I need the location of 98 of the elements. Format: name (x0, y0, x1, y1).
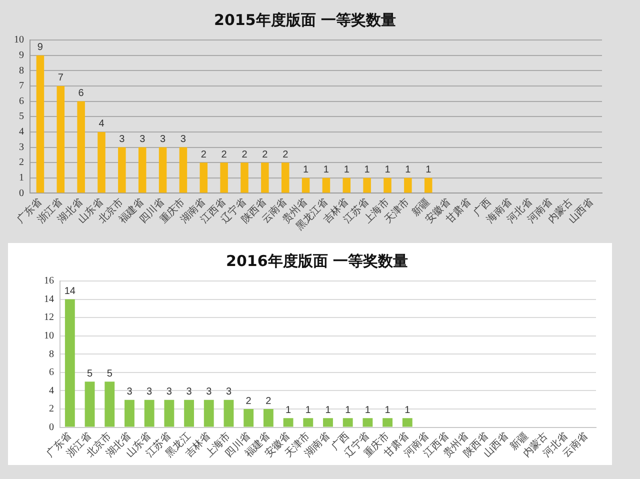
data-label: 1 (405, 164, 412, 176)
bar (302, 178, 310, 193)
y-tick-label: 10 (14, 34, 24, 46)
bar (384, 178, 392, 193)
bar (36, 55, 44, 193)
data-label: 3 (140, 134, 146, 146)
bar (77, 101, 85, 193)
y-tick-label: 10 (44, 330, 54, 342)
data-label: 1 (303, 164, 310, 176)
bar (200, 162, 208, 193)
bar (402, 418, 412, 427)
bar (164, 400, 174, 427)
bar (179, 147, 188, 193)
data-label: 3 (160, 134, 166, 146)
bar (322, 178, 330, 193)
data-label: 5 (106, 368, 113, 380)
data-label: 7 (58, 72, 64, 84)
bar (158, 147, 167, 193)
data-label: 3 (206, 386, 212, 398)
y-tick-label: 0 (49, 422, 54, 433)
bar (283, 418, 294, 427)
data-label: 3 (119, 134, 126, 146)
y-tick-label: 7 (19, 80, 24, 92)
bar (220, 162, 228, 193)
bar (281, 162, 290, 193)
data-label: 1 (404, 404, 411, 416)
bar (342, 418, 353, 427)
bar (382, 418, 393, 427)
data-label: 2 (242, 149, 248, 160)
bar (240, 162, 248, 193)
bar (144, 400, 154, 427)
bar (98, 132, 106, 193)
data-label: 1 (305, 404, 312, 416)
y-tick-label: 6 (19, 96, 24, 107)
y-tick-label: 2 (49, 404, 54, 415)
data-label: 3 (126, 386, 133, 398)
bar (303, 418, 314, 427)
y-tick-label: 9 (19, 50, 24, 61)
bar (204, 400, 214, 427)
bar (404, 178, 412, 193)
bar (124, 400, 134, 427)
bar (118, 147, 126, 193)
data-label: 9 (37, 42, 44, 54)
data-label: 1 (286, 404, 292, 416)
y-tick-label: 16 (44, 276, 54, 287)
y-tick-label: 14 (44, 294, 54, 305)
y-tick-label: 8 (49, 348, 54, 360)
data-label: 1 (364, 164, 370, 176)
y-tick-label: 2 (19, 157, 24, 168)
data-label: 1 (364, 404, 371, 416)
data-label: 4 (98, 118, 105, 130)
bar (56, 86, 65, 193)
chart-title: 2016年度版面 一等奖数量 (226, 252, 408, 270)
data-label: 3 (226, 386, 232, 398)
y-tick-label: 6 (49, 367, 54, 378)
y-tick-label: 0 (19, 188, 24, 199)
data-label: 2 (221, 149, 228, 160)
bar (261, 162, 269, 193)
data-label: 1 (323, 164, 330, 176)
data-label: 5 (86, 368, 93, 380)
data-label: 14 (64, 286, 76, 298)
y-tick-label: 8 (19, 65, 24, 76)
data-label: 1 (384, 404, 391, 416)
y-tick-label: 5 (19, 111, 24, 122)
bar (104, 382, 115, 427)
bar (362, 418, 373, 427)
y-tick-label: 4 (19, 126, 24, 138)
data-label: 1 (344, 164, 350, 176)
data-label: 3 (186, 386, 192, 398)
bar (64, 299, 75, 427)
bar (224, 400, 234, 427)
data-label: 3 (146, 386, 153, 398)
data-label: 3 (166, 386, 172, 398)
data-label: 2 (262, 149, 268, 160)
y-tick-label: 1 (19, 172, 24, 184)
y-tick-label: 4 (49, 385, 54, 396)
bar (244, 409, 254, 427)
chart-title: 2015年度版面 一等奖数量 (214, 10, 396, 29)
bar (342, 178, 351, 193)
data-label: 2 (282, 149, 289, 160)
bar (84, 382, 95, 427)
bar (138, 147, 146, 193)
bar (184, 400, 194, 427)
data-label: 2 (200, 149, 207, 160)
bar (424, 178, 432, 193)
data-label: 1 (426, 164, 432, 176)
data-label: 2 (246, 396, 252, 407)
data-label: 6 (78, 88, 84, 100)
bar (263, 409, 274, 427)
data-label: 2 (266, 396, 272, 407)
data-label: 1 (325, 404, 332, 416)
bar (363, 178, 371, 193)
y-tick-label: 12 (44, 312, 54, 324)
data-label: 3 (180, 134, 186, 146)
bar (323, 418, 333, 427)
data-label: 1 (384, 164, 391, 176)
data-label: 1 (345, 404, 352, 416)
y-tick-label: 3 (19, 142, 24, 153)
